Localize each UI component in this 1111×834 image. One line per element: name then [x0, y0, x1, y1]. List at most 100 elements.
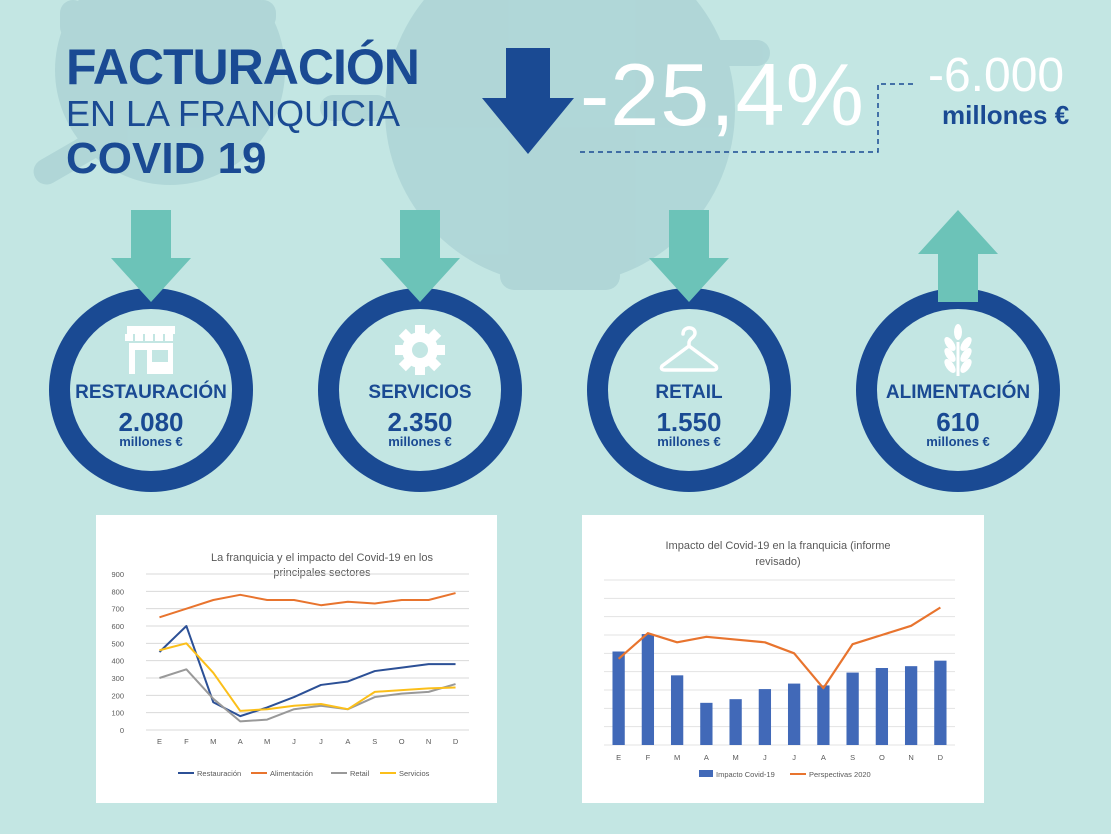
page-title: FACTURACIÓN EN LA FRANQUICIA COVID 19	[66, 39, 420, 184]
y-tick-label: 600	[111, 622, 124, 631]
x-tick-label: M	[733, 753, 739, 762]
y-tick-label: 300	[111, 674, 124, 683]
x-tick-label: J	[292, 737, 296, 746]
ring	[587, 288, 791, 492]
series-line-servicios	[159, 642, 456, 712]
headline-amount: -6.000	[928, 49, 1065, 102]
y-tick-label: 0	[120, 726, 124, 735]
category-value: 610	[936, 407, 980, 437]
y-tick-label: 900	[111, 570, 124, 579]
x-tick-label: A	[345, 737, 350, 746]
y-tick-label: 700	[111, 605, 124, 614]
x-tick-label: E	[616, 753, 621, 762]
bar	[846, 672, 859, 745]
series-line-alimentación	[159, 592, 456, 619]
restauracion-down-arrow-icon	[111, 210, 191, 302]
legend-label: Alimentación	[270, 769, 313, 778]
retail-down-arrow-icon	[649, 210, 729, 302]
chart-title-line-2: principales sectores	[273, 567, 371, 579]
x-tick-label: A	[821, 753, 826, 762]
line-chart: La franquicia y el impacto del Covid-19 …	[111, 552, 469, 778]
bar	[904, 666, 918, 745]
x-tick-label: A	[704, 753, 709, 762]
category-unit: millones €	[657, 434, 721, 449]
bar	[934, 660, 947, 745]
legend-label: Servicios	[399, 769, 430, 778]
headline-unit: millones €	[942, 100, 1070, 130]
bar	[612, 651, 625, 745]
x-tick-label: M	[264, 737, 270, 746]
alimentacion-up-arrow-icon	[918, 210, 998, 302]
category-name: ALIMENTACIÓN	[885, 382, 1031, 403]
category-unit: millones €	[926, 434, 990, 449]
x-tick-label: E	[157, 737, 162, 746]
title-line-1: FACTURACIÓN	[66, 39, 420, 95]
category-unit: millones €	[119, 434, 183, 449]
series-line-restauración	[158, 625, 456, 718]
wheat-icon	[944, 324, 972, 376]
x-tick-label: D	[453, 737, 459, 746]
y-tick-label: 500	[111, 639, 124, 648]
bar	[729, 699, 742, 745]
legend-swatch	[699, 770, 713, 777]
x-tick-label: O	[879, 753, 885, 762]
bar-chart-panel: Impacto del Covid-19 en la franquicia (i…	[582, 515, 984, 803]
bar	[787, 683, 801, 745]
chart-title-line-2: revisado)	[755, 556, 800, 568]
x-tick-label: S	[372, 737, 377, 746]
category-restauracion: RESTAURACIÓN 2.080 millones €	[49, 288, 253, 492]
decrease-arrow-icon	[482, 48, 574, 154]
hanger-icon	[659, 326, 719, 372]
category-value: 2.350	[387, 407, 453, 437]
bar	[670, 675, 684, 745]
servicios-down-arrow-icon	[380, 210, 460, 302]
x-tick-label: J	[792, 753, 796, 762]
category-value: 2.080	[118, 407, 184, 437]
chart-title-line-1: Impacto del Covid-19 en la franquicia (i…	[665, 540, 890, 552]
x-tick-label: A	[238, 737, 243, 746]
restaurant-icon	[125, 326, 175, 374]
bar	[700, 702, 713, 745]
y-tick-label: 800	[111, 587, 124, 596]
bar	[641, 634, 655, 745]
series-line-retail	[159, 668, 456, 723]
x-tick-label: F	[184, 737, 189, 746]
title-line-3: COVID 19	[66, 134, 267, 183]
chart-title-line-1: La franquicia y el impacto del Covid-19 …	[211, 552, 433, 564]
bar-chart: Impacto del Covid-19 en la franquicia (i…	[604, 540, 955, 779]
category-name: RESTAURACIÓN	[75, 382, 227, 403]
x-tick-label: J	[763, 753, 767, 762]
headline-percentage: -25,4%	[580, 45, 865, 144]
series-line-perspectivas	[617, 606, 941, 690]
x-tick-label: N	[908, 753, 913, 762]
bar	[817, 685, 830, 745]
x-tick-label: D	[938, 753, 944, 762]
title-line-2: EN LA FRANQUICIA	[66, 93, 401, 134]
x-tick-label: N	[426, 737, 431, 746]
y-tick-label: 400	[111, 657, 124, 666]
category-name: SERVICIOS	[368, 382, 472, 403]
dashed-connector	[580, 83, 914, 153]
x-tick-label: O	[399, 737, 405, 746]
legend-label: Perspectivas 2020	[809, 770, 871, 779]
x-tick-label: S	[850, 753, 855, 762]
category-retail: RETAIL 1.550 millones €	[587, 288, 791, 492]
x-tick-label: F	[646, 753, 651, 762]
category-value: 1.550	[656, 407, 722, 437]
legend-label: Retail	[350, 769, 370, 778]
gear-icon	[395, 325, 445, 375]
bar	[875, 668, 889, 745]
x-tick-label: M	[674, 753, 680, 762]
legend-label: Impacto Covid-19	[716, 770, 775, 779]
x-tick-label: M	[210, 737, 216, 746]
line-chart-panel: La franquicia y el impacto del Covid-19 …	[96, 515, 497, 803]
bar	[758, 689, 772, 745]
legend-label: Restauración	[197, 769, 241, 778]
category-servicios: SERVICIOS 2.350 millones €	[318, 288, 522, 492]
y-tick-label: 200	[111, 691, 124, 700]
category-alimentacion: ALIMENTACIÓN 610 millones €	[856, 288, 1060, 492]
category-name: RETAIL	[655, 382, 723, 403]
y-tick-label: 100	[111, 709, 124, 718]
x-tick-label: J	[319, 737, 323, 746]
